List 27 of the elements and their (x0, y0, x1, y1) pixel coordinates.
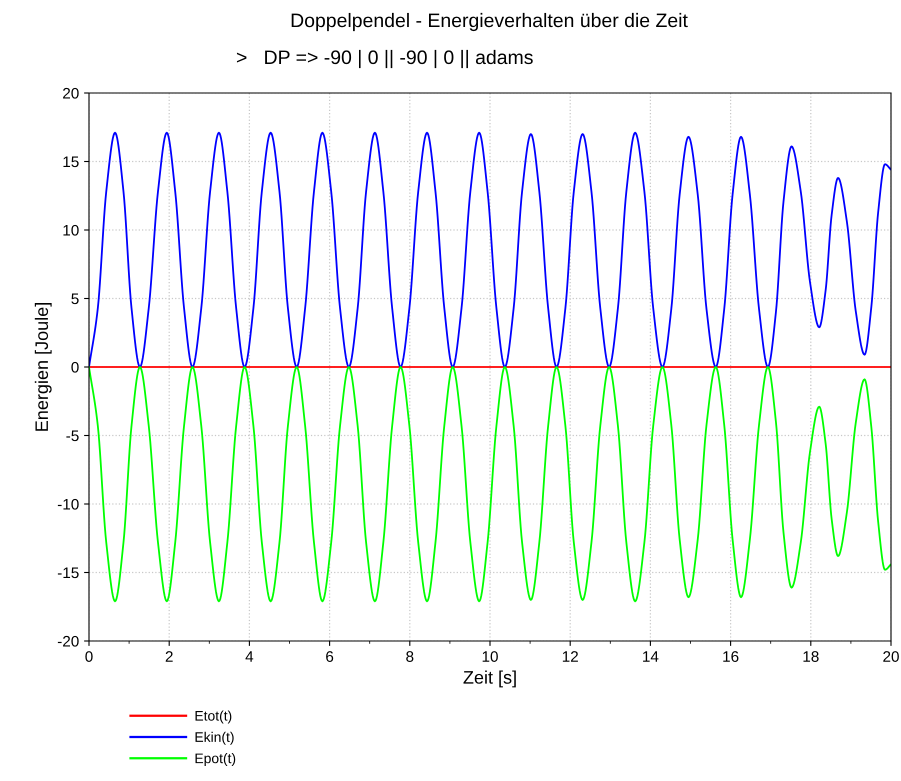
chart-subtitle: > DP => -90 | 0 || -90 | 0 || adams (236, 50, 533, 68)
legend-label: Ekin(t) (196, 732, 234, 745)
x-tick-label: 18 (803, 651, 819, 662)
x-tick-label: 0 (85, 651, 93, 662)
legend-label: Etot(t) (196, 710, 232, 724)
y-tick-label: -10 (58, 498, 79, 510)
legend-label: Epot(t) (196, 753, 236, 766)
y-axis-title: Energien [Joule] (34, 303, 52, 431)
x-tick-label: 2 (166, 651, 173, 662)
x-tick-label: 8 (406, 651, 414, 662)
x-tick-label: 4 (246, 651, 254, 662)
x-axis-title: Zeit [s] (463, 670, 516, 688)
y-tick-label: 20 (63, 88, 79, 99)
x-tick-label: 10 (482, 651, 498, 662)
y-tick-label: 5 (71, 294, 79, 304)
chart-title: Doppelpendel - Energieverhalten über die Zeit (292, 12, 688, 32)
x-tick-label: 14 (643, 651, 658, 662)
y-tick-label: 0 (71, 362, 79, 373)
x-tick-label: 12 (562, 651, 578, 662)
x-tick-label: 20 (883, 651, 899, 662)
x-tick-label: 6 (326, 651, 334, 662)
y-tick-label: 10 (63, 224, 79, 236)
x-tick-label: 16 (723, 651, 738, 662)
y-tick-label: 15 (63, 156, 79, 168)
y-tick-label: -15 (58, 568, 79, 578)
y-tick-label: -5 (66, 430, 79, 442)
y-tick-label: -20 (58, 636, 79, 647)
